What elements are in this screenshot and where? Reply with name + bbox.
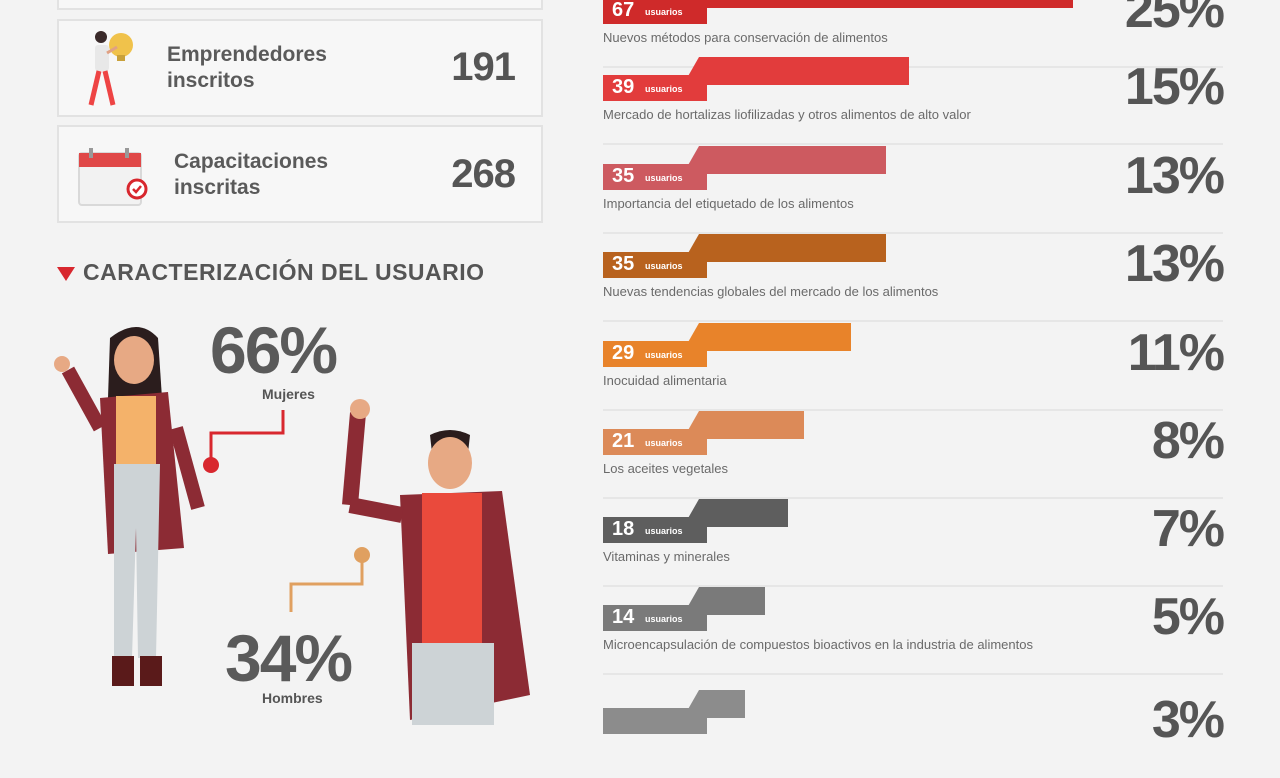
topic-bar: [683, 146, 886, 174]
topic-percentage: 13%: [1124, 147, 1225, 205]
topic-description: Los aceites vegetales: [603, 461, 729, 476]
topic-count: 18: [612, 518, 635, 540]
topic-count-badge: 21 usuarios: [603, 429, 707, 455]
row-divider: [603, 232, 1223, 234]
women-label: Mujeres: [262, 386, 315, 402]
topic-bar: [683, 0, 1073, 8]
row-divider: [603, 320, 1223, 322]
topic-count-unit: usuarios: [645, 438, 683, 448]
connector-lines: [203, 410, 370, 612]
row-divider: [603, 66, 1223, 68]
stat-card-top-partial: [57, 0, 543, 10]
topic-count-badge: 29 usuarios: [603, 341, 707, 367]
men-percentage: 34%: [225, 621, 353, 695]
topic-percentage: 7%: [1151, 500, 1225, 558]
stat-label: Capacitaciones inscritas: [174, 150, 329, 199]
stat-card-trainings: Capacitaciones inscritas 268: [57, 125, 543, 223]
topic-count: 35: [612, 165, 635, 187]
topic-percentage: 15%: [1124, 58, 1225, 116]
topic-count: 35: [612, 253, 635, 275]
topic-count-badge: 18 usuarios: [603, 517, 707, 543]
row-divider: [603, 143, 1223, 145]
topic-count: 39: [612, 76, 635, 98]
topic-row: 21 usuarios Los aceites vegetales 8%: [603, 411, 1225, 499]
men-label: Hombres: [262, 690, 323, 706]
topic-count-unit: usuarios: [645, 84, 683, 94]
section-title: CARACTERIZACIÓN DEL USUARIO: [57, 259, 485, 286]
row-divider: [603, 409, 1223, 411]
topic-count: 21: [612, 430, 635, 452]
topic-bar: [683, 57, 909, 85]
stat-label: Emprendedores inscritos: [167, 43, 327, 92]
topic-count-badge: 35 usuarios: [603, 164, 707, 190]
topic-count-badge: 14 usuarios: [603, 605, 707, 631]
topic-percentage: 8%: [1151, 412, 1225, 470]
topic-count: 67: [612, 0, 635, 21]
calendar-check-icon: [78, 148, 148, 206]
topic-row: 3%: [603, 690, 1225, 778]
man-illustration: [342, 399, 530, 725]
stat-value: 191: [451, 45, 516, 89]
topic-count-badge: [603, 708, 707, 734]
stat-value: 268: [451, 152, 516, 196]
topic-bar: [683, 323, 851, 351]
topic-row: 14 usuarios Microencapsulación de compuest…: [603, 587, 1225, 675]
topic-count-unit: usuarios: [645, 261, 683, 271]
woman-illustration: [54, 327, 205, 686]
topic-percentage: 3%: [1151, 691, 1225, 749]
topic-row: 35 usuarios Nuevas tendencias globales del…: [603, 234, 1225, 322]
topic-description: Nuevas tendencias globales del mercado d…: [603, 284, 939, 299]
topic-description: Inocuidad alimentaria: [603, 373, 727, 388]
topic-count-badge: 39 usuarios: [603, 75, 707, 101]
topic-row: 35 usuarios Importancia del etiquetado de …: [603, 146, 1225, 234]
topic-count-unit: usuarios: [645, 350, 683, 360]
topic-count-badge: 35 usuarios: [603, 252, 707, 278]
topic-count: 29: [612, 342, 635, 364]
row-divider: [603, 585, 1223, 587]
topic-description: Microencapsulación de compuestos bioacti…: [603, 637, 1033, 652]
stat-card-entrepreneurs: Emprendedores inscritos 191: [57, 19, 543, 117]
topic-percentage: 5%: [1151, 588, 1225, 646]
triangle-down-icon: [57, 266, 75, 281]
topic-count: 14: [612, 606, 635, 628]
topic-count-unit: usuarios: [645, 7, 683, 17]
topic-count-unit: usuarios: [645, 614, 683, 624]
topic-row: 29 usuarios Inocuidad alimentaria 11%: [603, 323, 1225, 411]
topic-description: Importancia del etiquetado de los alimen…: [603, 196, 854, 211]
entrepreneur-idea-icon: [88, 31, 133, 106]
topic-count-unit: usuarios: [645, 173, 683, 183]
topic-description: Mercado de hortalizas liofilizadas y otr…: [603, 107, 971, 122]
topic-bar: [683, 234, 886, 262]
topic-description: Nuevos métodos para conservación de alim…: [603, 30, 888, 45]
topic-row: 39 usuarios Mercado de hortalizas liofiliz…: [603, 57, 1225, 145]
topic-row: 67 usuarios Nuevos métodos para conservaci…: [603, 0, 1225, 68]
topic-percentage: 11%: [1127, 324, 1225, 382]
topic-description: Vitaminas y minerales: [603, 549, 730, 564]
topic-count-badge: 67 usuarios: [603, 0, 707, 24]
topic-row: 18 usuarios Vitaminas y minerales 7%: [603, 499, 1225, 587]
topic-count-unit: usuarios: [645, 526, 683, 536]
women-percentage: 66%: [210, 313, 338, 387]
topic-percentage: 13%: [1124, 235, 1225, 293]
row-divider: [603, 497, 1223, 499]
topic-percentage: 25%: [1124, 0, 1225, 39]
row-divider: [603, 673, 1223, 675]
